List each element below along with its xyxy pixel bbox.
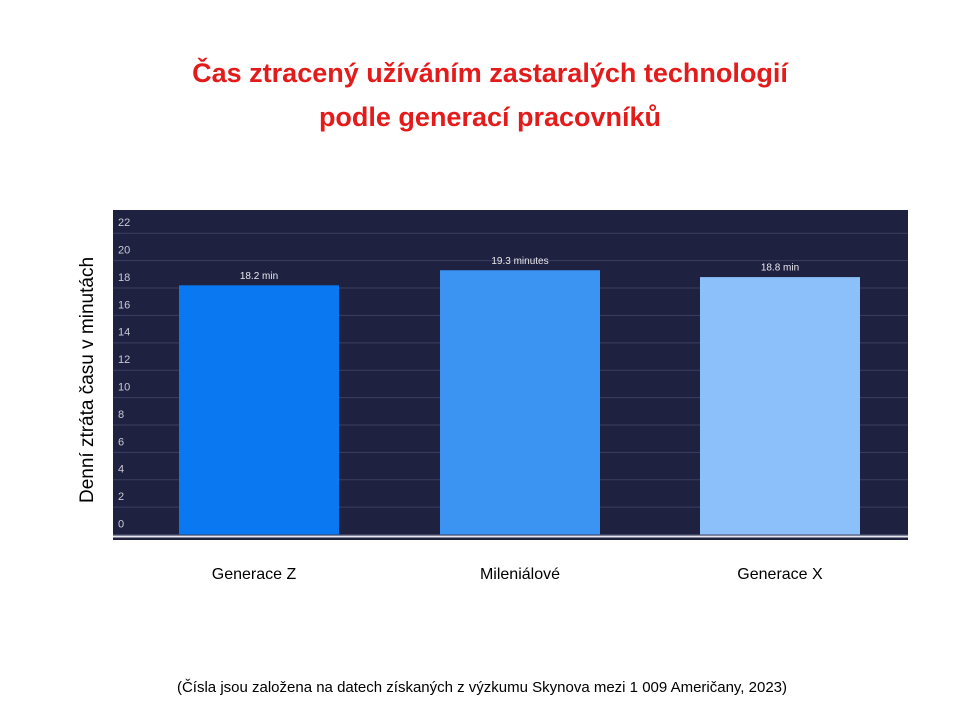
bar: [700, 277, 860, 535]
y-tick-label: 0: [118, 518, 124, 530]
chart-title: podle generací pracovníků: [319, 102, 661, 132]
y-tick-label: 10: [118, 381, 130, 393]
y-tick-label: 14: [118, 327, 130, 339]
y-tick-label: 8: [118, 409, 124, 421]
chart-title: Čas ztracený užíváním zastaralých techno…: [192, 57, 789, 88]
value-label: 19.3 minutes: [491, 256, 548, 267]
value-label: 18.2 min: [240, 271, 278, 282]
y-tick-label: 16: [118, 299, 130, 311]
y-tick-label: 2: [118, 491, 124, 503]
y-axis-label: Denní ztráta času v minutách: [77, 257, 98, 503]
y-tick-label: 20: [118, 245, 130, 257]
x-tick-label: Generace X: [737, 566, 823, 583]
x-tick-label: Mileniálové: [480, 566, 560, 583]
y-tick-label: 22: [118, 217, 130, 229]
value-label: 18.8 min: [761, 263, 799, 274]
footnote: (Čísla jsou založena na datech získaných…: [177, 679, 787, 696]
x-tick-label: Generace Z: [212, 566, 297, 583]
y-tick-label: 12: [118, 354, 130, 366]
y-tick-label: 4: [118, 464, 124, 476]
y-tick-label: 18: [118, 272, 130, 284]
y-tick-label: 6: [118, 436, 124, 448]
bar: [440, 270, 600, 535]
bar: [179, 285, 339, 535]
